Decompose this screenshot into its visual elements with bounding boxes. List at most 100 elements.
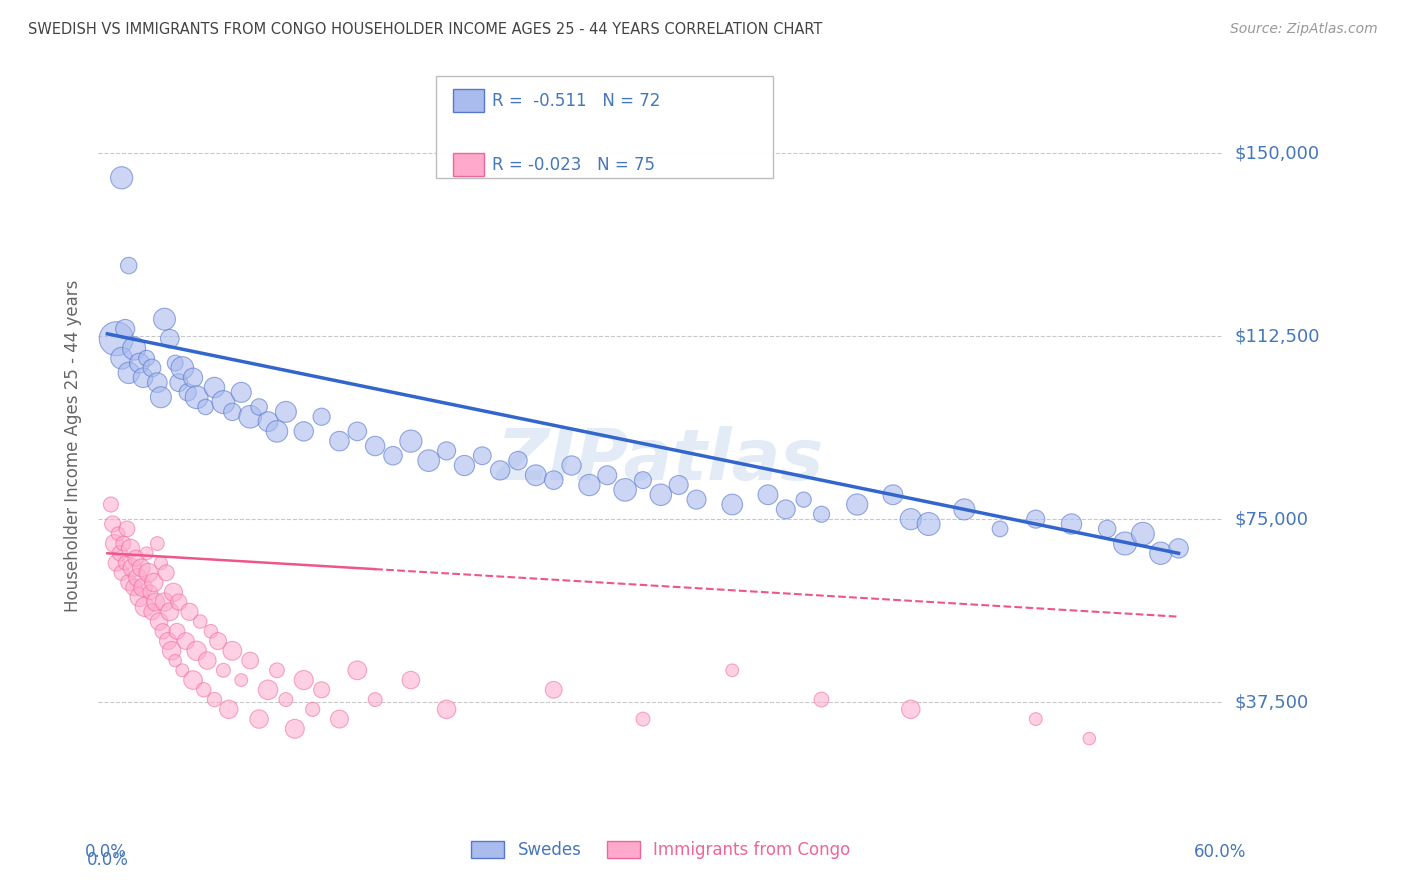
Point xyxy=(311,682,333,697)
Point xyxy=(135,546,157,560)
Point xyxy=(239,654,262,668)
Point xyxy=(221,644,243,658)
Point xyxy=(165,654,187,668)
Point xyxy=(301,702,323,716)
Point xyxy=(346,425,368,439)
Point xyxy=(128,590,150,604)
Point xyxy=(193,682,215,697)
Point xyxy=(631,712,654,726)
Text: Source: ZipAtlas.com: Source: ZipAtlas.com xyxy=(1230,22,1378,37)
Point xyxy=(257,682,280,697)
Point xyxy=(179,605,201,619)
Point xyxy=(172,361,194,376)
Point xyxy=(111,170,134,185)
Point xyxy=(274,692,297,706)
Point xyxy=(167,595,190,609)
Point xyxy=(399,434,422,449)
Point xyxy=(988,522,1011,536)
Point xyxy=(139,585,162,599)
Point xyxy=(436,443,458,458)
Point xyxy=(134,599,156,614)
Point xyxy=(157,634,180,648)
Point xyxy=(650,488,672,502)
Point xyxy=(1114,536,1136,550)
Point xyxy=(194,400,217,414)
Point xyxy=(364,439,387,453)
Point xyxy=(167,376,190,390)
Text: $37,500: $37,500 xyxy=(1234,693,1309,711)
Point xyxy=(122,342,145,356)
Point xyxy=(145,595,167,609)
Point xyxy=(231,385,253,400)
Point xyxy=(1060,516,1083,531)
Point xyxy=(1078,731,1101,746)
Point xyxy=(188,615,211,629)
Point xyxy=(181,370,204,384)
Point xyxy=(453,458,475,473)
Text: 0.0%: 0.0% xyxy=(84,843,127,861)
Point xyxy=(115,522,138,536)
Point xyxy=(114,556,136,570)
Point xyxy=(118,366,141,380)
Point xyxy=(810,508,832,522)
Point xyxy=(900,512,922,526)
Point xyxy=(181,673,204,687)
Y-axis label: Householder Income Ages 25 - 44 years: Householder Income Ages 25 - 44 years xyxy=(65,280,83,612)
Point xyxy=(266,663,288,677)
Point xyxy=(346,663,368,677)
Point xyxy=(111,351,134,366)
Point xyxy=(218,702,240,716)
Point xyxy=(1150,546,1173,560)
Point xyxy=(212,663,235,677)
Point xyxy=(543,473,565,487)
Point xyxy=(328,712,350,726)
Point xyxy=(311,409,333,424)
Text: $150,000: $150,000 xyxy=(1234,145,1319,162)
Point xyxy=(382,449,405,463)
Point xyxy=(1095,522,1118,536)
Point xyxy=(149,390,172,404)
Point xyxy=(207,634,229,648)
Point xyxy=(524,468,547,483)
Point xyxy=(120,541,142,556)
Point xyxy=(266,425,288,439)
Point xyxy=(127,571,149,585)
Point xyxy=(100,498,122,512)
Point xyxy=(152,624,174,639)
Point xyxy=(128,356,150,370)
Point xyxy=(114,322,136,336)
Point xyxy=(614,483,637,497)
Point xyxy=(721,663,744,677)
Point xyxy=(882,488,904,502)
Point xyxy=(364,692,387,706)
Point xyxy=(284,722,307,736)
Point xyxy=(176,385,198,400)
Point xyxy=(159,605,181,619)
Point xyxy=(399,673,422,687)
Point xyxy=(132,370,155,384)
Point xyxy=(292,425,315,439)
Point xyxy=(121,561,143,575)
Point xyxy=(141,361,163,376)
Text: ZIPatlas: ZIPatlas xyxy=(498,426,824,495)
Point xyxy=(418,453,440,467)
Point xyxy=(166,624,188,639)
Point xyxy=(793,492,815,507)
Point xyxy=(506,453,529,467)
Point xyxy=(122,581,145,595)
Point xyxy=(111,566,134,580)
Text: $112,500: $112,500 xyxy=(1234,327,1320,345)
Point xyxy=(118,575,141,590)
Point xyxy=(775,502,797,516)
Point xyxy=(436,702,458,716)
Point xyxy=(200,624,222,639)
Point xyxy=(917,516,939,531)
Point xyxy=(578,478,600,492)
Point xyxy=(247,400,270,414)
Point xyxy=(1025,712,1047,726)
Point xyxy=(155,566,177,580)
Point xyxy=(596,468,619,483)
Point xyxy=(148,615,170,629)
Point xyxy=(195,654,218,668)
Legend: Swedes, Immigrants from Congo: Swedes, Immigrants from Congo xyxy=(464,834,858,865)
